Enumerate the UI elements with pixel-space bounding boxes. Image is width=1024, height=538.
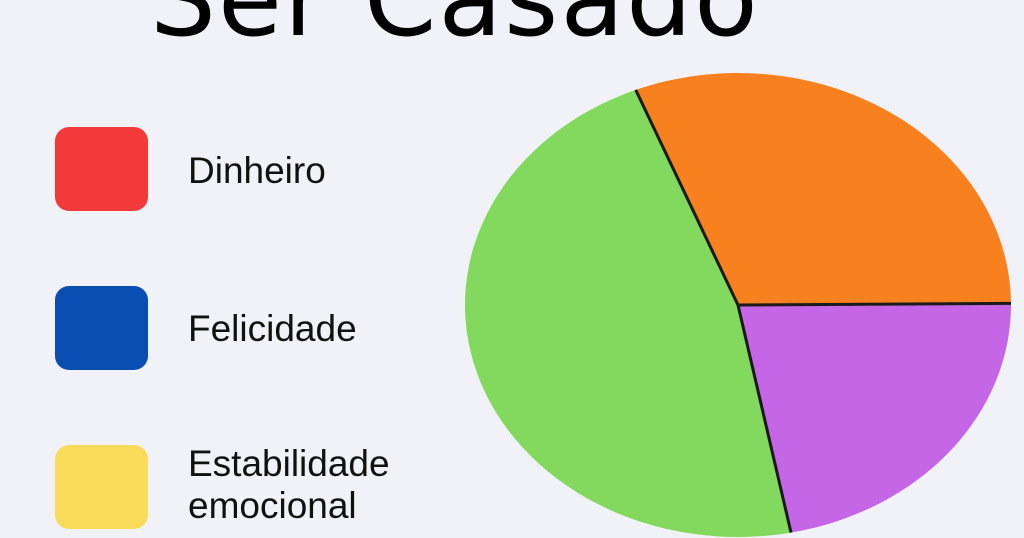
pie-slice-1 [738,303,1011,533]
legend-label-dinheiro: Dinheiro [188,150,326,191]
legend-swatch-felicidade [55,286,148,370]
pie-slice-2 [464,89,792,538]
chart-title: Ser Casado [150,0,760,60]
legend-label-felicidade: Felicidade [188,308,357,349]
legend-swatch-dinheiro [55,127,148,211]
slice-divider-1 [737,301,1012,307]
pie-slice-0 [635,73,1011,305]
legend-label-estabilidade: Estabilidade emocional [188,443,390,526]
slice-divider-0 [634,89,740,306]
slice-divider-2 [736,304,793,533]
legend-swatch-estabilidade [55,445,148,529]
